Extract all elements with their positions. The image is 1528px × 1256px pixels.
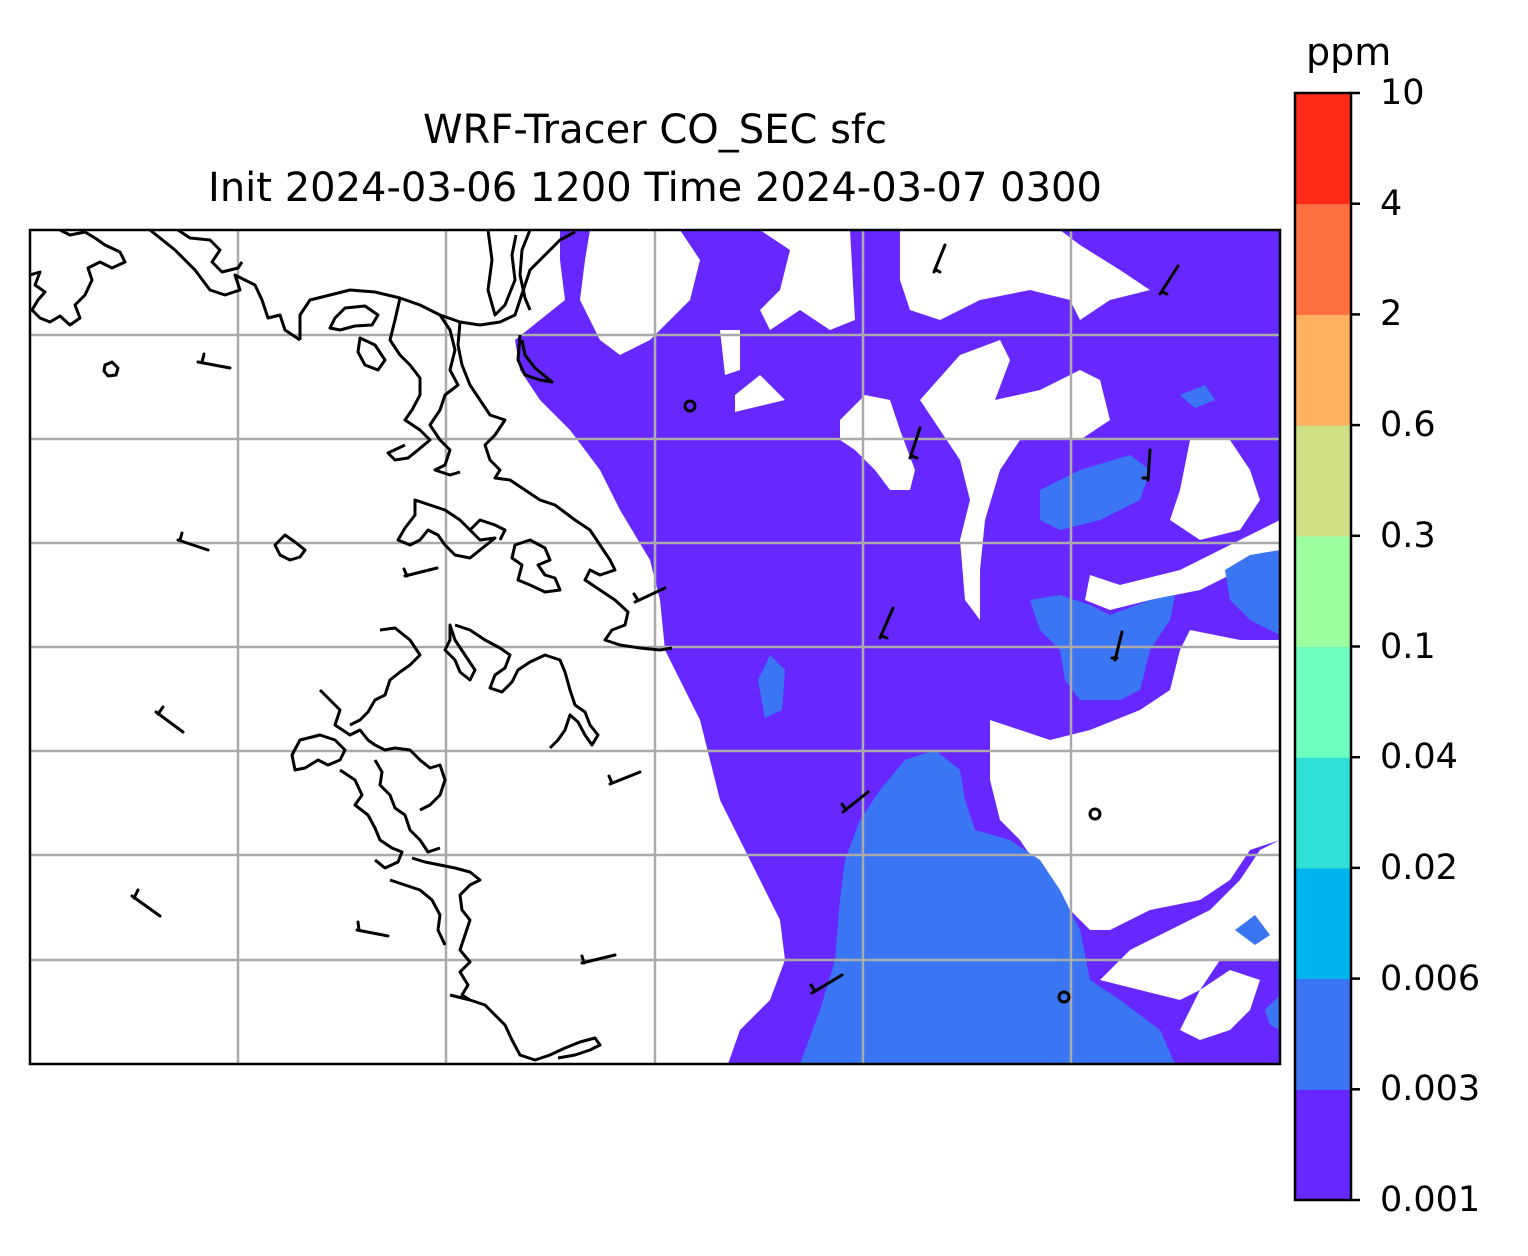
gridlines xyxy=(30,230,1280,1064)
low-region-hole xyxy=(1180,970,1260,1040)
low-region-hole xyxy=(1170,440,1260,540)
low-region-hole xyxy=(840,395,915,490)
colorbar-tick-label: 10 xyxy=(1380,73,1425,113)
colorbar-tick-label: 0.6 xyxy=(1380,405,1436,446)
colorbar-tick-label: 0.001 xyxy=(1380,1180,1481,1220)
colorbar-segment xyxy=(1295,646,1351,758)
map-title: WRF-Tracer CO_SEC sfc xyxy=(422,107,888,153)
concentration-fill-mid xyxy=(800,750,1175,1064)
coastline-icon xyxy=(30,230,1071,1062)
colorbar-segment xyxy=(1295,93,1351,205)
colorbar-tick-label: 2 xyxy=(1380,294,1403,335)
colorbar-segment xyxy=(1295,867,1351,980)
concentration-fill-mid xyxy=(1235,915,1270,945)
low-region-hole xyxy=(580,230,700,355)
colorbar-tick-label: 0.1 xyxy=(1380,626,1436,667)
colorbar-tick-label: 0.04 xyxy=(1380,737,1458,778)
low-region-hole xyxy=(760,230,855,330)
colorbar-segment xyxy=(1295,314,1351,426)
colorbar-segment xyxy=(1295,1089,1351,1201)
colorbar-ticks xyxy=(1351,91,1360,1202)
map-subtitle: Init 2024-03-06 1200 Time 2024-03-07 030… xyxy=(208,165,1102,211)
colorbar-segment xyxy=(1295,425,1351,537)
colorbar-tick-label: 4 xyxy=(1380,183,1403,224)
colorbar-tick-label: 0.003 xyxy=(1380,1069,1481,1110)
concentration-fill-mid xyxy=(1225,550,1280,635)
colorbar-segment xyxy=(1295,203,1351,315)
map-frame xyxy=(28,228,1282,1066)
colorbar-segment xyxy=(1295,535,1351,647)
calm-circle-icon xyxy=(683,399,1102,821)
colorbar-tick-label: 0.006 xyxy=(1380,958,1481,999)
concentration-fill-mid xyxy=(1040,455,1150,530)
colorbar-tick-label: 0.02 xyxy=(1380,847,1458,888)
concentration-fill-mid xyxy=(1265,995,1280,1030)
colorbar-segment xyxy=(1295,978,1351,1090)
colorbar-segment xyxy=(1295,757,1351,869)
low-region-hole xyxy=(735,375,785,412)
colorbar-unit: ppm xyxy=(1306,30,1392,74)
concentration-fill-mid xyxy=(758,655,785,718)
colorbar xyxy=(1295,93,1351,1201)
low-region-hole xyxy=(900,230,1150,320)
wind-barb-icon xyxy=(130,243,1180,995)
colorbar-tick-label: 0.3 xyxy=(1380,515,1436,556)
low-region-hole xyxy=(720,330,740,375)
low-region-hole xyxy=(920,340,1110,620)
concentration-fill-mid xyxy=(1180,385,1215,408)
